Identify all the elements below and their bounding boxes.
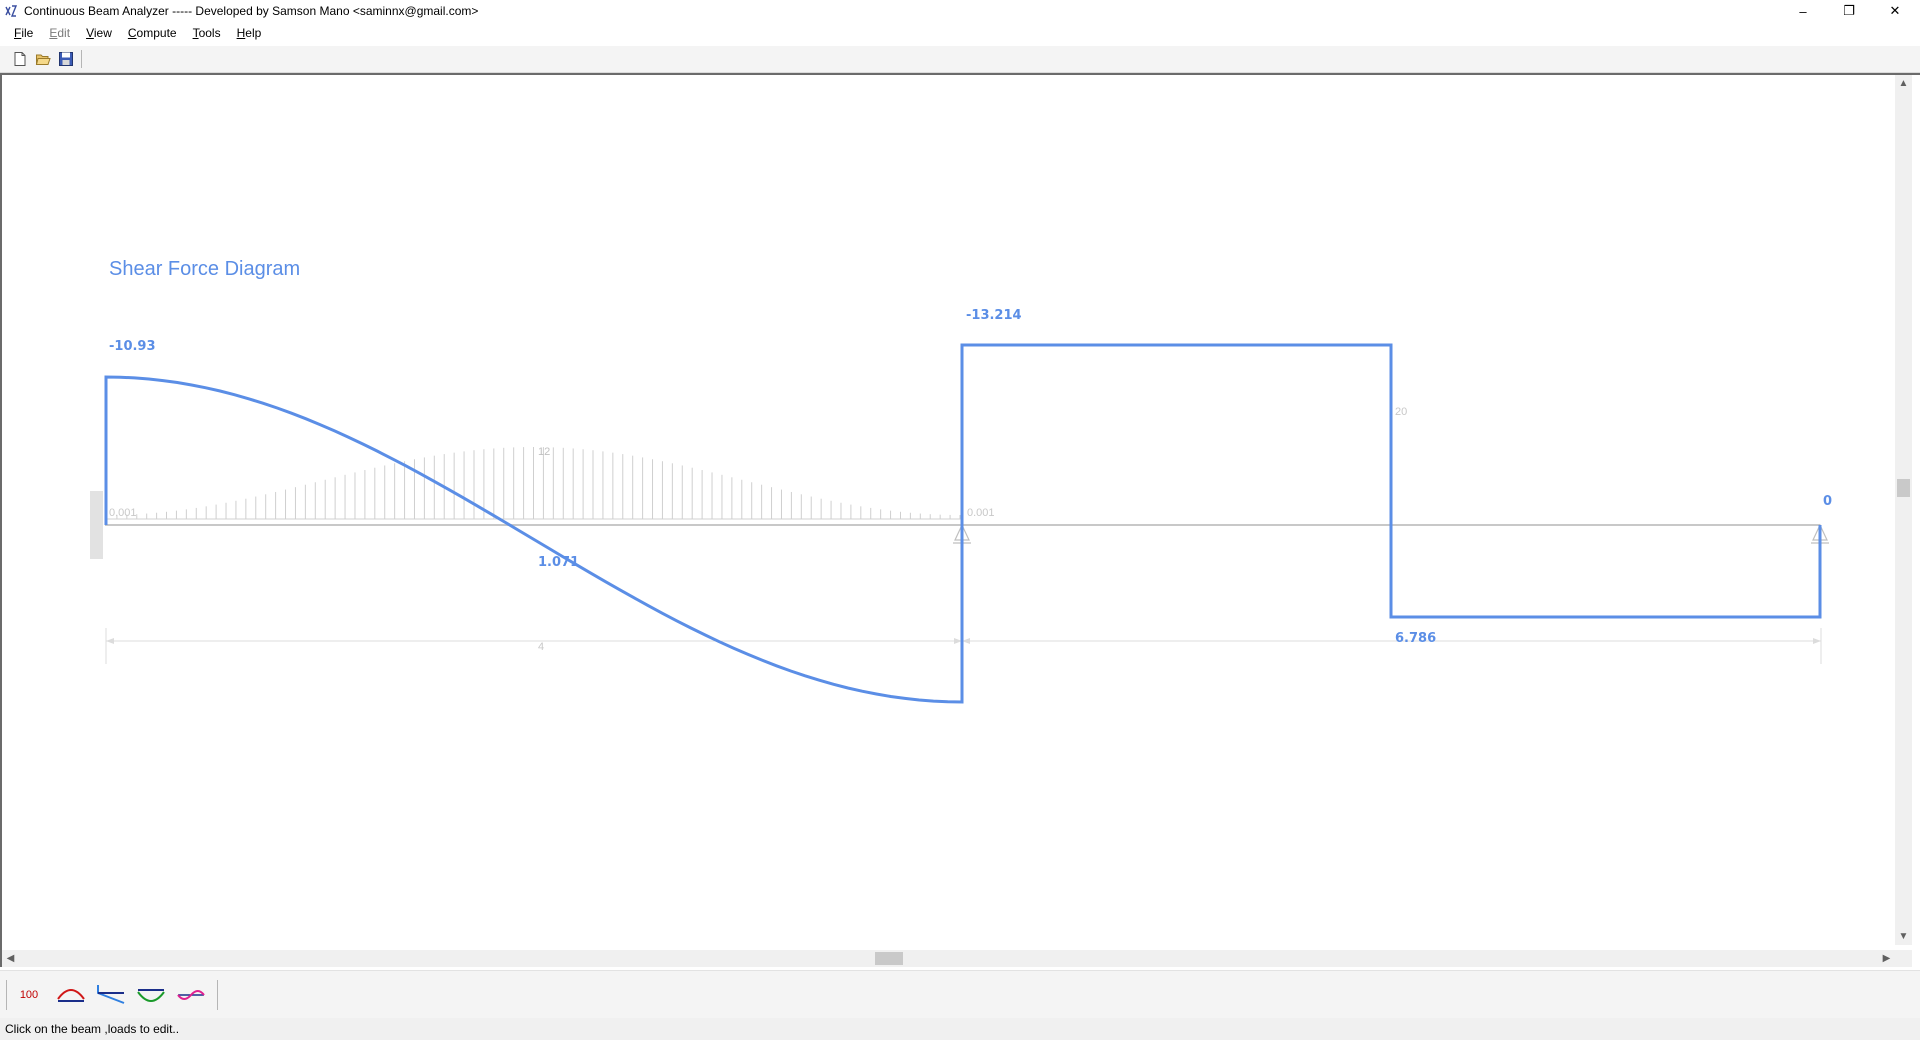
moment-diagram-icon: [137, 988, 165, 1002]
vertical-scrollbar[interactable]: ▲ ▼: [1895, 75, 1912, 945]
scroll-right-arrow-icon[interactable]: ▶: [1882, 953, 1891, 964]
menu-bar: File Edit View Compute Tools Help: [0, 22, 1920, 44]
udl-load[interactable]: [106, 447, 961, 519]
menu-view[interactable]: View: [86, 26, 112, 40]
app-beam-icon: [4, 4, 18, 18]
deflection-diagram-button[interactable]: [171, 977, 211, 1013]
scale-button[interactable]: 100: [19, 988, 39, 1001]
diagram-title: Shear Force Diagram: [109, 258, 300, 280]
horizontal-scrollbar[interactable]: ◀ ▶: [2, 950, 1895, 967]
horizontal-scroll-thumb[interactable]: [875, 952, 903, 965]
diagram-toolbar: 100: [0, 970, 1920, 1018]
menu-compute[interactable]: Compute: [127, 26, 177, 40]
scroll-down-arrow-icon[interactable]: ▼: [1898, 931, 1909, 942]
load-diagram-icon: [57, 988, 85, 1002]
scroll-corner: [1895, 950, 1912, 967]
udl-peak-label: 12: [538, 446, 550, 458]
load-diagram-button[interactable]: [51, 977, 91, 1013]
status-bar: Click on the beam ,loads to edit..: [0, 1018, 1920, 1040]
save-disk-icon: [59, 52, 73, 66]
menu-file[interactable]: File: [14, 26, 34, 40]
close-button[interactable]: ✕: [1889, 3, 1901, 18]
shear-diagram-button[interactable]: [91, 977, 131, 1013]
deflection-diagram-icon: [177, 989, 205, 1000]
udl-end-label: 0.001: [967, 507, 995, 519]
udl-start-label: 0.001: [109, 507, 137, 519]
menu-edit[interactable]: Edit: [49, 26, 71, 40]
open-file-button[interactable]: [32, 48, 54, 70]
save-button[interactable]: [55, 48, 77, 70]
title-bar: Continuous Beam Analyzer ----- Developed…: [0, 0, 1920, 22]
scroll-left-arrow-icon[interactable]: ◀: [6, 953, 15, 964]
shear-value-span1: 1.071: [538, 555, 579, 570]
drawing-canvas[interactable]: Shear Force Diagram -10.93 1.071 -13.214…: [0, 73, 1920, 967]
main-toolbar: [0, 46, 1920, 73]
shear-value-start: -10.93: [109, 339, 156, 354]
new-file-icon: [14, 52, 26, 66]
span1-length-label: 4: [538, 641, 544, 653]
toolbar-separator: [81, 50, 82, 68]
new-file-button[interactable]: [9, 48, 31, 70]
shear-force-diagram[interactable]: Shear Force Diagram -10.93 1.071 -13.214…: [2, 75, 1895, 950]
restore-button[interactable]: ❐: [1843, 3, 1855, 18]
shear-value-support2: -13.214: [966, 308, 1022, 323]
scroll-up-arrow-icon[interactable]: ▲: [1898, 78, 1909, 89]
bottom-toolbar-grip: [6, 979, 7, 1010]
menu-help[interactable]: Help: [236, 26, 262, 40]
bottom-toolbar-separator: [217, 979, 218, 1010]
moment-diagram-button[interactable]: [131, 977, 171, 1013]
vertical-scroll-thumb[interactable]: [1897, 479, 1910, 497]
point-load-label: 20: [1395, 406, 1407, 418]
menu-tools[interactable]: Tools: [192, 26, 221, 40]
shear-value-span2: 6.786: [1395, 631, 1436, 646]
shear-force-curve[interactable]: [104, 343, 1822, 704]
window-title: Continuous Beam Analyzer ----- Developed…: [24, 4, 479, 18]
open-folder-icon: [35, 54, 51, 65]
fixed-support-marker: [90, 491, 103, 559]
status-text: Click on the beam ,loads to edit..: [5, 1022, 180, 1036]
minimize-button[interactable]: –: [1799, 3, 1807, 19]
shear-value-end: 0: [1823, 494, 1832, 509]
shear-diagram-icon: [97, 984, 125, 1004]
